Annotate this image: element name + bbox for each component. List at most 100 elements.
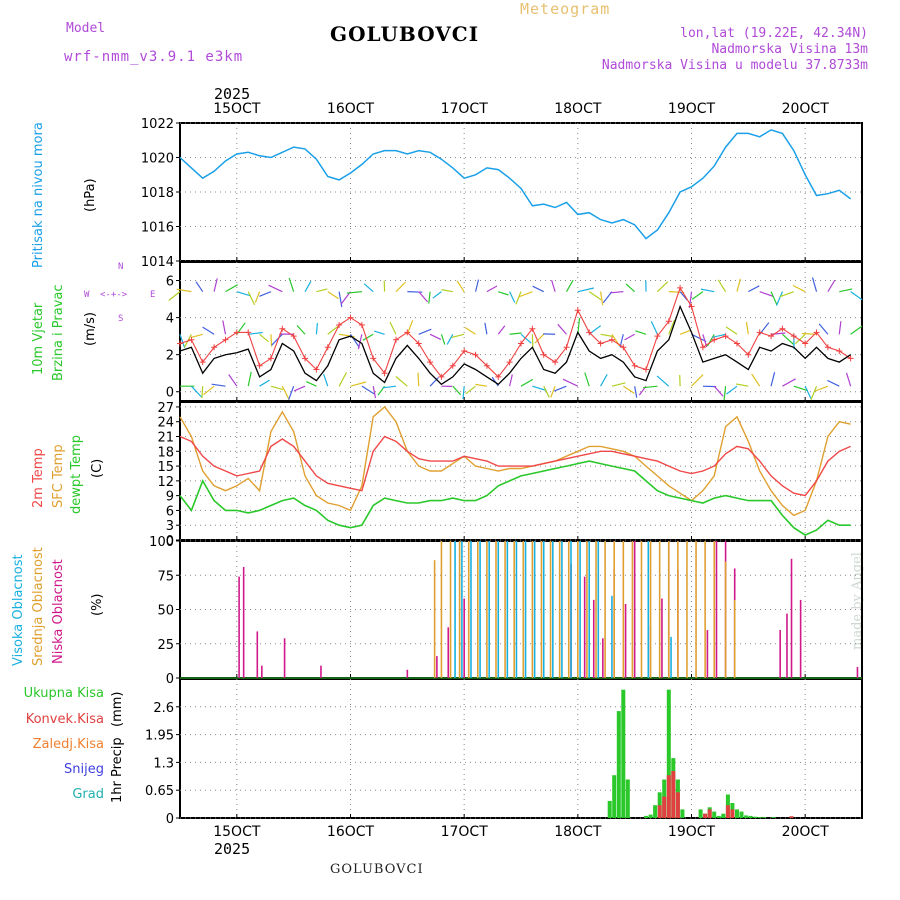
wind-barb: [270, 385, 284, 391]
wind-barb: [735, 383, 749, 387]
wind-gust-marker: [631, 362, 638, 369]
wind-barb: [316, 288, 328, 293]
wind-barb: [327, 291, 339, 300]
wind-barb: [498, 291, 509, 296]
precip-total-bar: [771, 817, 776, 818]
x-tick-label-bottom: 20OCT: [782, 824, 830, 840]
wind-gust-marker: [199, 359, 206, 366]
page-title: GOLUBOVCI: [330, 22, 480, 46]
wind-barb: [635, 330, 647, 335]
wind-gust-marker: [597, 340, 604, 347]
wind-speed-line: [179, 304, 851, 386]
wind-barb: [792, 284, 806, 293]
wind-barb: [446, 333, 454, 345]
footer-station: GOLUBOVCI: [330, 862, 424, 877]
wind-barb: [810, 385, 818, 401]
y-tick-label: 100: [149, 535, 174, 550]
y-tick-label: 25: [157, 638, 174, 653]
wind-barb: [429, 377, 439, 387]
wind-barb: [759, 291, 774, 298]
wind-barb: [462, 386, 465, 400]
compass-s: S: [118, 314, 124, 324]
wind-barb: [794, 333, 806, 345]
wind-barb: [584, 372, 590, 387]
wind-gust-marker: [529, 325, 536, 332]
wind-compass: N S W E <-+->: [84, 262, 160, 328]
wind-barb: [248, 331, 263, 335]
wind-barb: [520, 378, 534, 387]
wind-barb: [190, 385, 202, 398]
wind-barb: [259, 333, 269, 343]
wind-gust-marker: [540, 351, 547, 358]
wind-barb: [725, 326, 738, 335]
wind-barb: [509, 332, 522, 335]
wind-barb: [656, 281, 669, 293]
wind-gust-marker: [824, 344, 831, 351]
y-tick-label: 4: [166, 312, 174, 327]
wind-gust-line: [179, 286, 851, 378]
y-tick-label: 6: [166, 504, 174, 519]
model-altitude-text: Nadmorska Visina u modelu 37.8733m: [601, 58, 868, 73]
wind-gust-marker: [438, 373, 445, 380]
precip-total-bar: [648, 814, 653, 818]
wind-barb: [395, 281, 407, 293]
wind-barb: [723, 386, 727, 401]
y-tick-label: 18: [157, 445, 174, 460]
wind-gust-marker: [745, 351, 752, 358]
wind-barb: [845, 372, 852, 387]
wind-barb: [668, 319, 676, 335]
wind-barb: [839, 288, 853, 293]
wind-barb: [350, 381, 367, 387]
wind-barb: [562, 378, 579, 387]
wind-barb: [700, 288, 715, 293]
wind-barb: [611, 382, 626, 387]
wind-barb: [818, 323, 829, 335]
wind-gust-marker: [654, 333, 661, 340]
compass-cross-icon: <-+->: [100, 290, 128, 300]
wind-barb: [168, 291, 181, 301]
wind-gust-marker: [415, 340, 422, 347]
wind-barb: [452, 385, 462, 396]
wind-barb: [389, 321, 397, 335]
wind-barb: [440, 334, 446, 345]
dewpt-line: [179, 460, 851, 537]
wind-barb: [340, 291, 351, 305]
wind-barb: [428, 291, 431, 304]
compass-n: N: [118, 262, 124, 272]
wind-barb: [456, 280, 465, 292]
wind-barb: [429, 333, 442, 340]
y-tick-label: 27: [157, 401, 174, 416]
wind-barb: [668, 291, 685, 294]
wind-barb: [532, 385, 547, 392]
wind-barb: [509, 374, 513, 387]
wind-barb: [656, 375, 670, 387]
wind-gust-marker: [177, 340, 183, 347]
y-tick-label: 2.6: [153, 701, 174, 716]
wind-barb: [361, 385, 376, 395]
compass-e: E: [150, 290, 156, 300]
wind-barb: [363, 283, 374, 293]
wind-barb: [588, 325, 602, 335]
wind-gust-marker: [324, 344, 331, 351]
wind-gust-marker: [665, 318, 672, 325]
wind-gust-marker: [620, 344, 627, 351]
wind-barb: [550, 385, 556, 398]
wind-barb: [259, 379, 270, 387]
wind-barb: [222, 320, 227, 335]
y-tick-label: 6: [166, 275, 174, 290]
wind-barb: [600, 333, 615, 338]
y-tick-label: 1020: [141, 152, 174, 167]
y-tick-label: 21: [157, 431, 174, 446]
wind-barb: [465, 385, 476, 395]
wind-barb: [782, 378, 796, 387]
wind-barb: [838, 321, 842, 335]
wind-barb: [464, 326, 476, 335]
precip-total-bar: [748, 815, 753, 818]
wind-barb: [551, 280, 556, 292]
wind-gust-marker: [643, 366, 649, 373]
precip-total-bar: [744, 815, 749, 818]
wind-barb: [475, 383, 487, 387]
precip-total-bar: [735, 809, 739, 818]
precip-conv-bar: [662, 796, 667, 818]
wind-gust-marker: [722, 333, 729, 340]
